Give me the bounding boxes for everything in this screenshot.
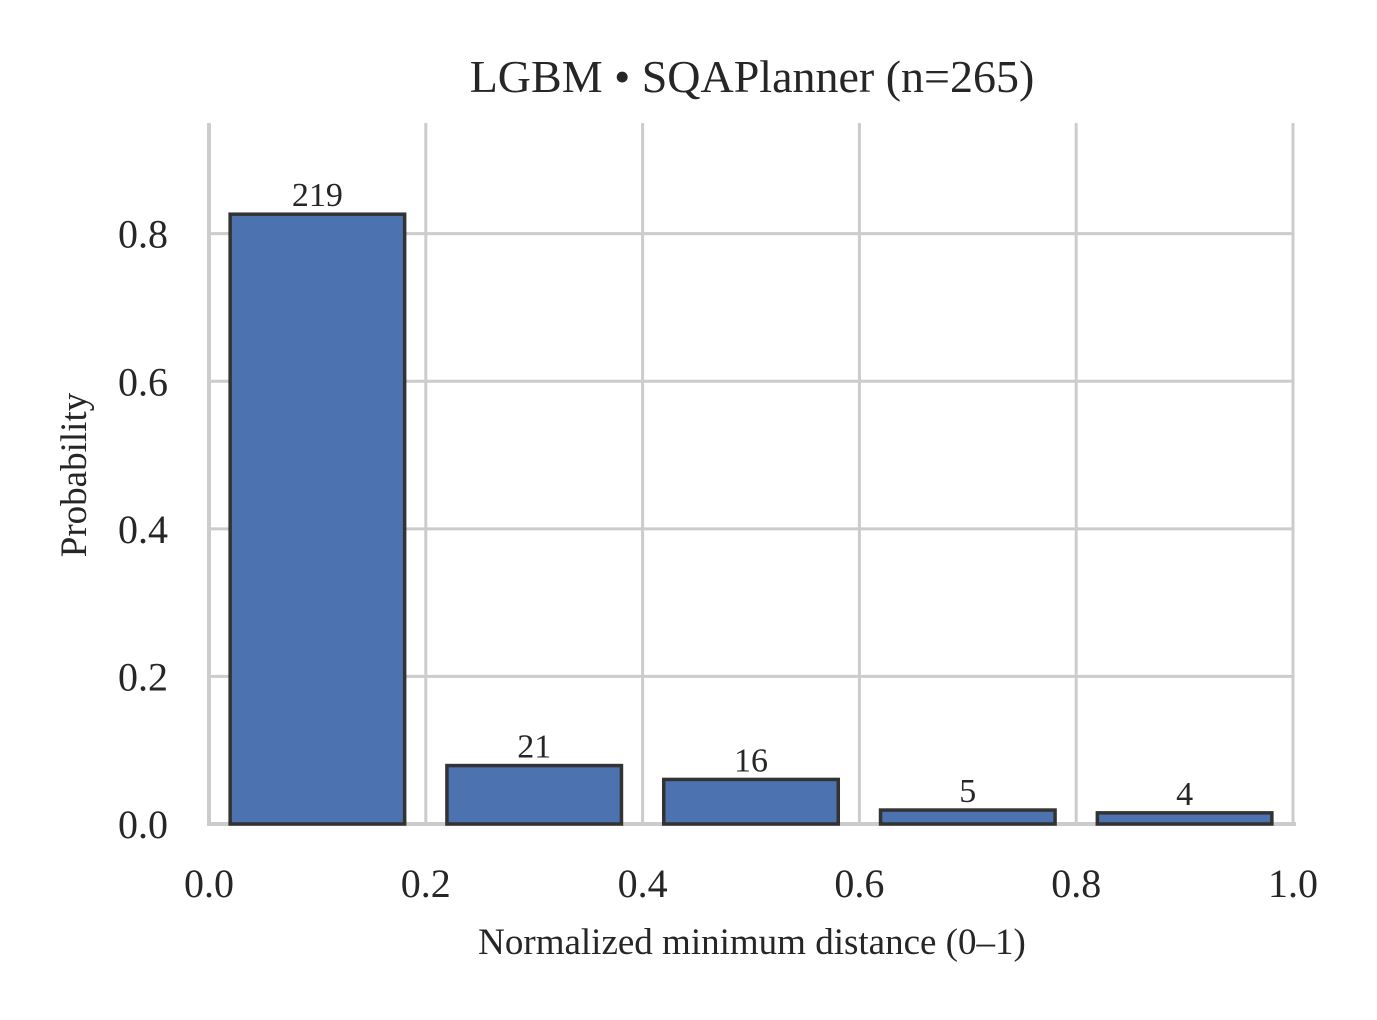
x-tick-label: 0.4 xyxy=(618,861,668,906)
x-axis-label: Normalized minimum distance (0–1) xyxy=(478,922,1026,963)
x-tick-label: 0.8 xyxy=(1051,861,1101,906)
y-tick-label: 0.0 xyxy=(118,802,168,847)
y-tick-label: 0.8 xyxy=(118,212,168,257)
x-tick-label: 0.6 xyxy=(834,861,884,906)
y-tick-labels: 0.0 0.2 0.4 0.6 0.8 xyxy=(118,212,168,847)
x-tick-labels: 0.0 0.2 0.4 0.6 0.8 1.0 xyxy=(184,861,1318,906)
histogram-bar xyxy=(445,763,624,826)
bars-group xyxy=(228,212,1274,826)
y-axis-label: Probability xyxy=(54,392,95,557)
vertical-gridlines xyxy=(424,123,1295,824)
bar-count-label: 5 xyxy=(959,773,976,810)
bar-count-label: 16 xyxy=(734,742,768,779)
bar-count-label: 4 xyxy=(1176,776,1193,813)
histogram-bar xyxy=(878,808,1057,826)
x-tick-label: 0.0 xyxy=(184,861,234,906)
histogram-bar xyxy=(661,777,841,826)
histogram-bar xyxy=(1095,811,1274,826)
y-tick-label: 0.6 xyxy=(118,359,168,404)
x-tick-label: 0.2 xyxy=(401,861,451,906)
bar-count-label: 21 xyxy=(517,729,551,766)
x-tick-label: 1.0 xyxy=(1268,861,1318,906)
y-tick-label: 0.4 xyxy=(118,507,168,552)
data-labels-group: 219 21 16 5 4 xyxy=(292,177,1193,813)
y-tick-label: 0.2 xyxy=(118,654,168,699)
chart-title: LGBM • SQAPlanner (n=265) xyxy=(470,51,1035,102)
bar-count-label: 219 xyxy=(292,177,343,214)
histogram-bar xyxy=(228,212,407,826)
